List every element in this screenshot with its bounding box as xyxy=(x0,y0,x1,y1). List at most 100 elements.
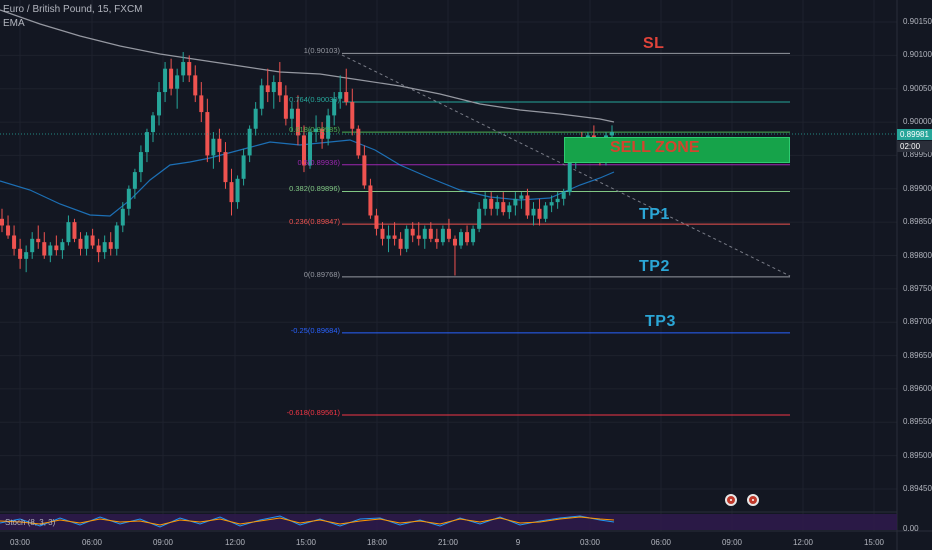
candle-body xyxy=(199,95,204,113)
candle-body xyxy=(410,228,415,236)
price-tick-label: 0.89900 xyxy=(903,183,932,193)
candle-body xyxy=(332,98,337,116)
candle-body xyxy=(380,228,385,239)
candle-body xyxy=(283,95,288,119)
candle-body xyxy=(446,228,451,239)
candle-body xyxy=(326,115,331,139)
bar-countdown-tag: 02:00 xyxy=(897,141,932,152)
fib-level-label: 1(0.90103) xyxy=(303,46,340,56)
time-tick-label: 18:00 xyxy=(366,538,388,547)
trend-line[interactable] xyxy=(341,54,791,277)
price-tick-label: 0.89750 xyxy=(903,283,932,293)
time-tick-label: 9 xyxy=(515,538,521,547)
time-tick-label: 06:00 xyxy=(650,538,672,547)
candle-body xyxy=(126,188,131,209)
time-tick-label: 09:00 xyxy=(152,538,174,547)
candle-body xyxy=(150,115,155,133)
time-tick-label: 12:00 xyxy=(792,538,814,547)
time-tick-label: 03:00 xyxy=(579,538,601,547)
candle-body xyxy=(108,242,113,249)
candle-body xyxy=(459,232,464,246)
price-tick-label: 0.90100 xyxy=(903,50,932,60)
sell-zone-label: SELL ZONE xyxy=(610,139,700,156)
candle-body xyxy=(144,132,149,153)
price-tick-label: 0.89950 xyxy=(903,150,932,160)
fib-level-label: 0.764(0.90030) xyxy=(289,95,340,105)
candle-body xyxy=(265,85,270,93)
time-tick-label: 03:00 xyxy=(9,538,31,547)
candle-body xyxy=(66,222,71,243)
stoch-d-line xyxy=(0,516,615,526)
stoch-axis-tick: 0.00 xyxy=(903,524,919,533)
candle-body xyxy=(84,235,89,249)
sell-zone-rect[interactable] xyxy=(564,137,790,163)
current-price-tag: 0.89981 xyxy=(897,129,932,140)
candle-body xyxy=(138,152,143,173)
candle-body xyxy=(277,82,282,96)
candle-body xyxy=(398,238,403,249)
price-tick-label: 0.89700 xyxy=(903,317,932,327)
candle-body xyxy=(6,225,11,236)
candle-body xyxy=(465,232,470,243)
candle-body xyxy=(72,222,77,239)
ema-indicator-label[interactable]: EMA xyxy=(3,18,25,29)
candle-body xyxy=(42,242,47,256)
sl-label: SL xyxy=(643,35,665,52)
tp1-label: TP1 xyxy=(639,206,670,223)
price-tick-label: 0.89500 xyxy=(903,450,932,460)
candle-body xyxy=(90,235,95,246)
candle-body xyxy=(163,68,168,93)
candle-body xyxy=(54,245,59,251)
price-tick-label: 0.89850 xyxy=(903,217,932,227)
candle-body xyxy=(519,195,524,199)
chart-title[interactable]: Euro / British Pound, 15, FXCM xyxy=(3,4,143,15)
candle-body xyxy=(525,195,530,216)
candle-body xyxy=(241,155,246,179)
candle-body xyxy=(314,128,319,133)
candle-body xyxy=(24,252,29,259)
event-icon[interactable] xyxy=(747,494,759,506)
candle-body xyxy=(308,132,313,166)
candle-body xyxy=(114,225,119,249)
candle-body xyxy=(289,108,294,119)
time-tick-label: 15:00 xyxy=(863,538,885,547)
candle-body xyxy=(537,208,542,219)
fib-level-label: 0.382(0.89896) xyxy=(289,184,340,194)
candle-body xyxy=(428,228,433,239)
candle-body xyxy=(404,228,409,249)
price-tick-label: 0.90000 xyxy=(903,117,932,127)
candle-body xyxy=(301,135,306,166)
tp3-label: TP3 xyxy=(645,313,676,330)
price-tick-label: 0.89650 xyxy=(903,350,932,360)
candle-body xyxy=(338,92,343,99)
candle-body xyxy=(157,92,162,116)
event-icon[interactable] xyxy=(725,494,737,506)
candle-body xyxy=(30,238,35,253)
candle-body xyxy=(555,198,560,203)
candle-body xyxy=(344,92,349,103)
fib-level-label: -0.25(0.89684) xyxy=(290,325,340,335)
fib-level-label: 0.236(0.89847) xyxy=(289,217,340,227)
time-tick-label: 15:00 xyxy=(295,538,317,547)
candle-body xyxy=(78,238,83,249)
fib-level-label: 0(0.89768) xyxy=(303,269,340,279)
candle-body xyxy=(543,205,548,219)
candle-body xyxy=(102,242,107,253)
candle-body xyxy=(187,62,192,76)
price-tick-label: 0.90050 xyxy=(903,83,932,93)
candle-body xyxy=(507,205,512,213)
price-tick-label: 0.89600 xyxy=(903,383,932,393)
stoch-indicator-label[interactable]: Stoch (8, 3, 3) xyxy=(5,518,56,527)
candle-body xyxy=(320,128,325,139)
candle-body xyxy=(416,235,421,239)
candle-body xyxy=(422,228,427,239)
candle-body xyxy=(0,218,4,226)
ema-long-line xyxy=(0,9,615,123)
candle-body xyxy=(36,238,41,243)
candle-body xyxy=(120,208,125,226)
candle-body xyxy=(501,202,506,213)
candle-body xyxy=(295,108,300,136)
candle-body xyxy=(247,128,252,156)
candle-body xyxy=(356,128,361,156)
